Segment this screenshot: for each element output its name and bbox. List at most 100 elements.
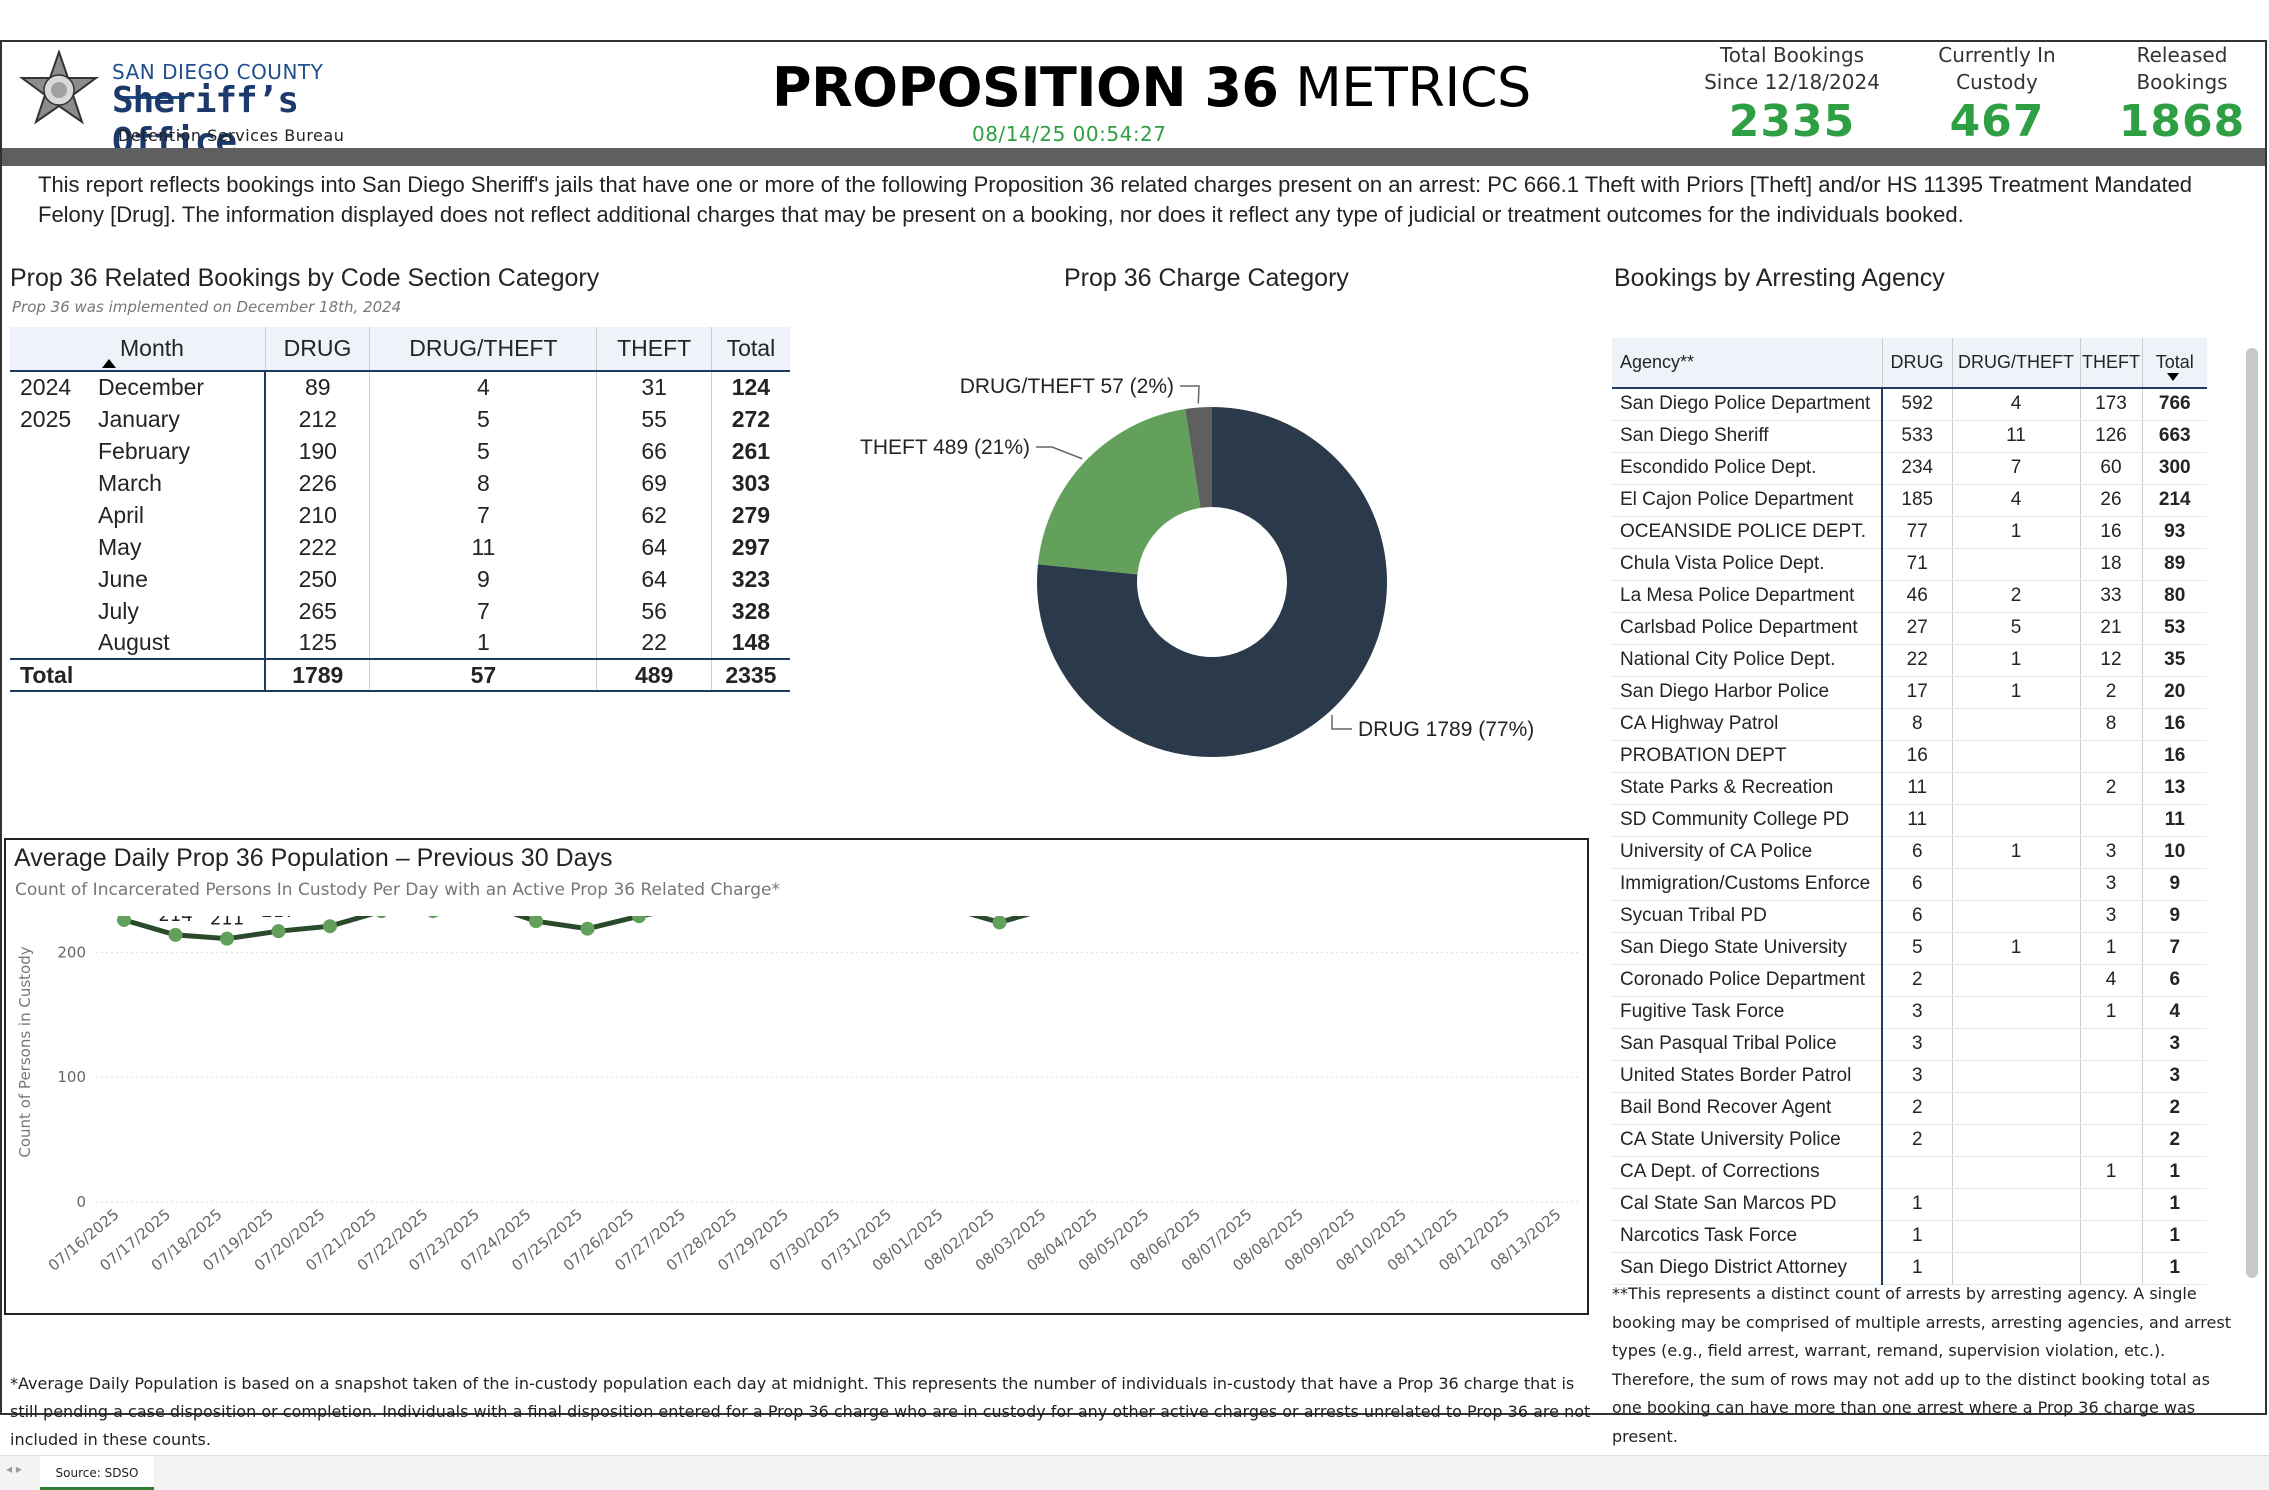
theft-cell: 2	[2080, 676, 2143, 709]
y-tick-label: 100	[57, 1068, 86, 1086]
table-row[interactable]: 2024 December 89 4 31 124	[10, 371, 790, 403]
total-cell: 7	[2142, 932, 2207, 965]
drug-cell: 89	[265, 371, 371, 403]
table-row[interactable]: Immigration/Customs Enforce 6 3 9	[1612, 868, 2207, 901]
month-table-subtitle: Prop 36 was implemented on December 18th…	[12, 298, 402, 316]
scrollbar-thumb[interactable]	[2246, 348, 2258, 1278]
year-cell: 2025	[20, 405, 72, 432]
table-row[interactable]: San Diego State University 5 1 1 7	[1612, 932, 2207, 965]
data-point[interactable]	[478, 902, 492, 911]
table-row[interactable]: La Mesa Police Department 46 2 33 80	[1612, 580, 2207, 613]
year-cell	[10, 435, 90, 467]
table-row[interactable]: San Diego Harbor Police 17 1 2 20	[1612, 676, 2207, 709]
drug-cell: 533	[1882, 420, 1953, 453]
refresh-timestamp: 08/14/25 00:54:27	[972, 122, 1167, 146]
data-point[interactable]	[890, 902, 904, 911]
agency-name-cell: CA State University Police	[1612, 1124, 1883, 1157]
year-cell	[10, 531, 90, 563]
data-point[interactable]	[1302, 902, 1316, 903]
table-row[interactable]: 2025 January 212 5 55 272	[10, 403, 790, 435]
table-row[interactable]: Escondido Police Dept. 234 7 60 300	[1612, 452, 2207, 485]
tab-nav-arrows[interactable]: ◂ ▸	[6, 1462, 22, 1476]
data-point[interactable]	[632, 909, 646, 924]
column-header-theft[interactable]: THEFT	[596, 327, 712, 371]
data-point[interactable]	[220, 931, 234, 946]
column-header-theft[interactable]: THEFT	[2080, 338, 2143, 388]
table-row[interactable]: May 222 11 64 297	[10, 531, 790, 563]
table-header-row: Month DRUG DRUG/THEFT THEFT Total	[10, 327, 790, 371]
drug-cell: 222	[265, 531, 371, 563]
table-row[interactable]: SD Community College PD 11 11	[1612, 804, 2207, 837]
table-row[interactable]: San Diego Police Department 592 4 173 766	[1612, 388, 2207, 421]
table-row[interactable]: United States Border Patrol 3 3	[1612, 1060, 2207, 1093]
data-point[interactable]	[426, 904, 440, 919]
table-row[interactable]: March 226 8 69 303	[10, 467, 790, 499]
drug-theft-cell	[1952, 1156, 2081, 1189]
agency-scrollbar[interactable]	[2246, 348, 2258, 1278]
tab-source-sdso[interactable]: Source: SDSO	[40, 1456, 154, 1490]
table-row[interactable]: Coronado Police Department 2 4 6	[1612, 964, 2207, 997]
table-row[interactable]: Cal State San Marcos PD 1 1	[1612, 1188, 2207, 1221]
data-point[interactable]	[1353, 902, 1367, 903]
table-row[interactable]: July 265 7 56 328	[10, 595, 790, 627]
data-label: 221	[313, 902, 347, 917]
kpi-total-bookings: Total Bookings Since 12/18/2024 2335	[1702, 42, 1882, 148]
table-row[interactable]: OCEANSIDE POLICE DEPT. 77 1 16 93	[1612, 516, 2207, 549]
total-cell: 6	[2142, 964, 2207, 997]
column-header-total[interactable]: Total	[2142, 338, 2207, 388]
column-header-drug[interactable]: DRUG	[265, 327, 371, 371]
table-row[interactable]: University of CA Police 6 1 3 10	[1612, 836, 2207, 869]
data-point[interactable]	[838, 902, 852, 907]
table-row[interactable]: San Diego Sheriff 533 11 126 663	[1612, 420, 2207, 453]
donut-slice-drug[interactable]	[1037, 407, 1387, 757]
table-row[interactable]: Bail Bond Recover Agent 2 2	[1612, 1092, 2207, 1125]
donut-slice-drug-theft[interactable]	[1185, 407, 1212, 508]
sheriff-logo: SAN DIEGO COUNTY Sheriff’s Office Detent…	[16, 50, 376, 162]
table-row[interactable]: State Parks & Recreation 11 2 13	[1612, 772, 2207, 805]
column-header-drug-theft[interactable]: DRUG/THEFT	[1952, 338, 2081, 388]
drug-cell: 265	[265, 595, 371, 627]
table-row[interactable]: June 250 9 64 323	[10, 563, 790, 595]
table-row[interactable]: San Diego District Attorney 1 1	[1612, 1252, 2207, 1285]
column-header-month[interactable]: Month	[10, 327, 266, 371]
column-header-total[interactable]: Total	[711, 327, 790, 371]
column-header-drug[interactable]: DRUG	[1882, 338, 1953, 388]
data-point[interactable]	[580, 921, 595, 936]
table-row[interactable]: Sycuan Tribal PD 6 3 9	[1612, 900, 2207, 933]
column-header-agency[interactable]: Agency**	[1612, 338, 1883, 388]
donut-slice-theft[interactable]	[1037, 409, 1201, 575]
theft-cell: 62	[596, 499, 712, 531]
table-row[interactable]: CA Dept. of Corrections 1 1	[1612, 1156, 2207, 1189]
table-row[interactable]: PROBATION DEPT 16 16	[1612, 740, 2207, 773]
data-point[interactable]	[271, 924, 286, 939]
data-point[interactable]	[529, 914, 543, 929]
kpi-value: 2335	[1728, 96, 1856, 147]
year-cell	[10, 595, 90, 627]
table-row[interactable]: El Cajon Police Department 185 4 26 214	[1612, 484, 2207, 517]
data-point[interactable]	[375, 904, 389, 919]
column-header-drug-theft[interactable]: DRUG/THEFT	[369, 327, 598, 371]
table-row[interactable]: CA State University Police 2 2	[1612, 1124, 2207, 1157]
data-point[interactable]	[117, 913, 131, 927]
data-point[interactable]	[787, 902, 801, 908]
table-row[interactable]: Carlsbad Police Department 27 5 21 53	[1612, 612, 2207, 645]
table-row[interactable]: Chula Vista Police Dept. 71 18 89	[1612, 548, 2207, 581]
drug-theft-cell: 5	[369, 435, 598, 467]
data-point[interactable]	[168, 927, 183, 942]
data-point[interactable]	[735, 902, 749, 907]
table-row[interactable]: National City Police Dept. 22 1 12 35	[1612, 644, 2207, 677]
table-row[interactable]: August 125 1 22 148	[10, 627, 790, 659]
table-row[interactable]: April 210 7 62 279	[10, 499, 790, 531]
data-point[interactable]	[992, 915, 1007, 930]
data-point[interactable]	[1044, 902, 1058, 914]
data-point[interactable]	[941, 902, 955, 914]
agency-name-cell: SD Community College PD	[1612, 804, 1883, 837]
table-row[interactable]: February 190 5 66 261	[10, 435, 790, 467]
year-cell	[10, 467, 90, 499]
table-row[interactable]: CA Highway Patrol 8 8 16	[1612, 708, 2207, 741]
table-row[interactable]: San Pasqual Tribal Police 3 3	[1612, 1028, 2207, 1061]
table-row[interactable]: Narcotics Task Force 1 1	[1612, 1220, 2207, 1253]
data-point[interactable]	[323, 919, 337, 934]
table-row[interactable]: Fugitive Task Force 3 1 4	[1612, 996, 2207, 1029]
data-point[interactable]	[684, 902, 698, 913]
